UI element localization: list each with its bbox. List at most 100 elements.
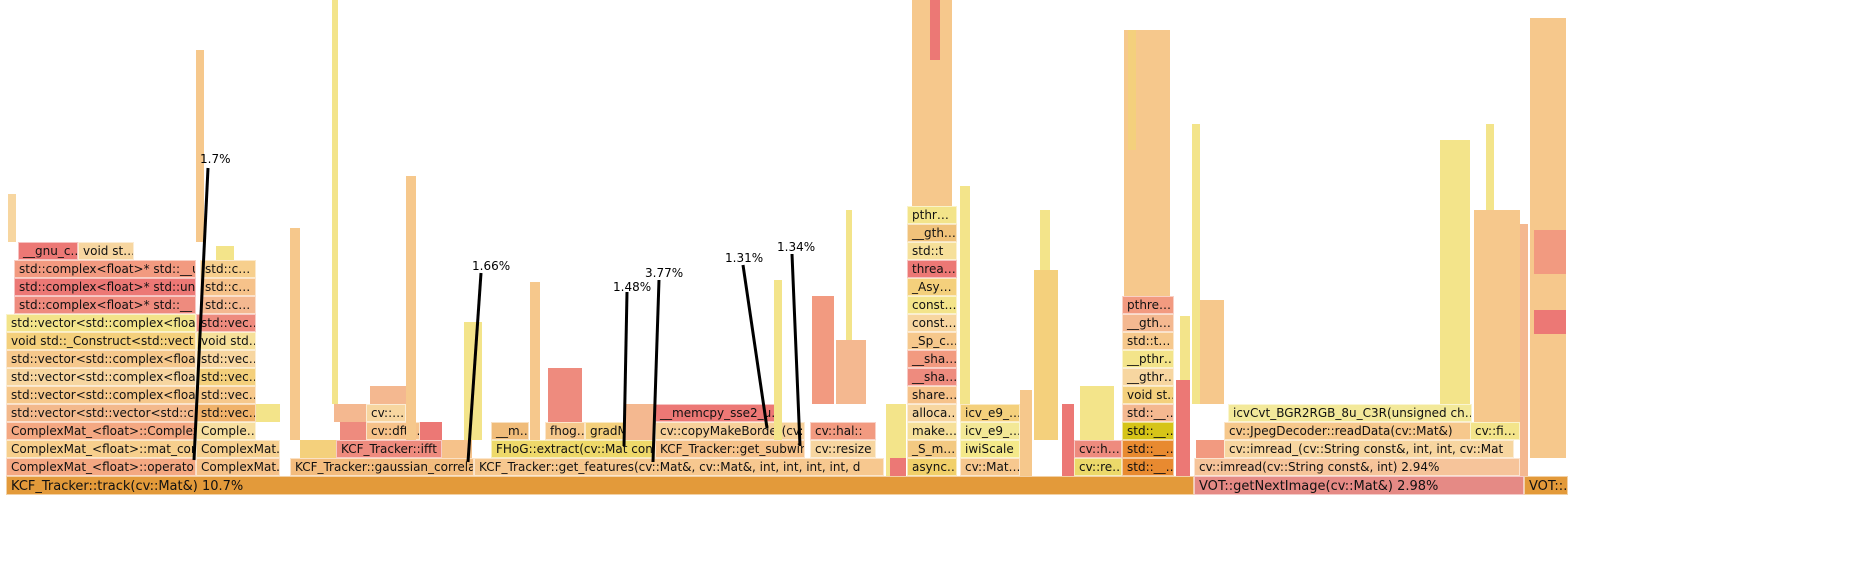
frame-async[interactable]: async…: [907, 458, 957, 476]
spike-frame: [370, 386, 406, 404]
frame-complexmat-r3b[interactable]: Comple…: [196, 422, 256, 440]
frame-gaussian-correlation[interactable]: KCF_Tracker::gaussian_correla: [290, 458, 474, 476]
frame-stdcol-0[interactable]: void st…: [1122, 386, 1174, 404]
frame-stack2-1[interactable]: std::vec…: [196, 368, 256, 386]
frame-icv-e9-r4[interactable]: icv_e9_…: [960, 404, 1020, 422]
frame-iwiscale[interactable]: iwiScale: [960, 440, 1020, 458]
annotation-label: 3.77%: [645, 266, 684, 280]
spike-frame: [836, 340, 866, 404]
frame-imread-underscore[interactable]: cv::imread_(cv::String const&, int, int,…: [1224, 440, 1514, 458]
frame-m[interactable]: __m…: [491, 422, 529, 440]
frame-std-r4[interactable]: std::__…: [1122, 404, 1174, 422]
frame-async-7[interactable]: threa…: [907, 260, 957, 278]
frame-stack-5[interactable]: std::complex<float>* std::__: [14, 296, 196, 314]
frame-complexmat-r2b[interactable]: ComplexMat…: [196, 440, 280, 458]
frame-stack2-4[interactable]: std::vec…: [196, 314, 256, 332]
frame-get-subwin[interactable]: KCF_Tracker::get_subwin: [655, 440, 805, 458]
spike-frame: [8, 194, 16, 242]
frame-fhog[interactable]: fhog…: [545, 422, 585, 440]
annotation-label: 1.34%: [777, 240, 816, 254]
frame-fhog-extract[interactable]: FHoG::extract(cv::Mat const: [491, 440, 655, 458]
spike-frame: [774, 280, 782, 440]
frame-vot-other[interactable]: VOT::…: [1524, 476, 1568, 495]
frame-async-1[interactable]: __sha…: [907, 368, 957, 386]
spike-frame: [1196, 440, 1224, 458]
spike-frame: [1486, 124, 1494, 210]
frame-complexmat-ctor[interactable]: ComplexMat_<float>::ComplexM: [6, 422, 196, 440]
frame-alloca[interactable]: alloca…: [907, 404, 957, 422]
frame-mat-const[interactable]: ComplexMat_<float>::mat_const: [6, 440, 196, 458]
spike-frame: [1062, 404, 1074, 476]
frame-async-2[interactable]: __sha…: [907, 350, 957, 368]
frame-async-6[interactable]: _Asy…: [907, 278, 957, 296]
frame-stdcol-2[interactable]: __pthr…: [1122, 350, 1174, 368]
frame-stack2-0[interactable]: std::vec…: [196, 386, 256, 404]
frame-async-3[interactable]: _Sp_c…: [907, 332, 957, 350]
frame-stack2-5[interactable]: std::c…: [200, 296, 256, 314]
spike-frame: [1040, 210, 1050, 270]
spike-frame: [290, 228, 300, 440]
spike-frame: [1020, 390, 1032, 476]
frame-stack-8[interactable]: __gnu_c…: [18, 242, 78, 260]
frame-stdcol-3[interactable]: std::t…: [1122, 332, 1174, 350]
frame-cv-fi[interactable]: cv::fi…: [1470, 422, 1520, 440]
frame-stack-4[interactable]: std::vector<std::complex<float: [6, 314, 196, 332]
frame-vot-getnextimage[interactable]: VOT::getNextImage(cv::Mat&) 2.98%: [1194, 476, 1524, 495]
frame-std-r1[interactable]: std::__…: [1122, 458, 1174, 476]
frame-stdcol-1[interactable]: __gthr…: [1122, 368, 1174, 386]
frame-complexmat-operator[interactable]: ComplexMat_<float>::operator*(: [6, 458, 196, 476]
spike-frame: [890, 458, 906, 476]
spike-frame: [625, 404, 655, 440]
frame-stdcol-5[interactable]: pthre…: [1122, 296, 1174, 314]
spike-frame: [1128, 30, 1136, 150]
frame-cv-mat[interactable]: cv::Mat…: [960, 458, 1020, 476]
frame-stack-2[interactable]: std::vector<std::complex<float: [6, 350, 196, 368]
frame-async-9[interactable]: __gth…: [907, 224, 957, 242]
frame-stack-3[interactable]: void std::_Construct<std::vect: [6, 332, 196, 350]
frame-cv-hal[interactable]: cv::hal::: [810, 422, 876, 440]
annotation-line: [192, 167, 210, 461]
frame-stack2-7[interactable]: std::c…: [200, 260, 256, 278]
frame-s-m[interactable]: _S_m…: [907, 440, 957, 458]
spike-frame: [300, 440, 336, 458]
frame-kcf-track[interactable]: KCF_Tracker::track(cv::Mat&) 10.7%: [6, 476, 1194, 495]
frame-vector-vector[interactable]: std::vector<std::vector<std::c: [6, 404, 196, 422]
frame-jpeg-readdata-r2[interactable]: cv::JpegDecoder::readData(cv::Mat&): [1224, 422, 1514, 440]
frame-memcpy[interactable]: __memcpy_sse2_u…: [655, 404, 775, 422]
frame-make[interactable]: make…: [907, 422, 957, 440]
frame-async-8[interactable]: std::t: [907, 242, 957, 260]
frame-stack-7[interactable]: std::complex<float>* std::__u: [14, 260, 196, 278]
frame-async-4[interactable]: const…: [907, 314, 957, 332]
spike-frame: [930, 0, 940, 60]
frame-async-5[interactable]: const…: [907, 296, 957, 314]
frame-stack-1[interactable]: std::vector<std::complex<float: [6, 368, 196, 386]
frame-stack-6[interactable]: std::complex<float>* std::un: [14, 278, 196, 296]
spike-frame: [1176, 380, 1190, 476]
spike-frame: [1080, 386, 1114, 440]
frame-cv-re[interactable]: cv::re…: [1074, 458, 1122, 476]
frame-icvcvt-bgr2rgb[interactable]: icvCvt_BGR2RGB_8u_C3R(unsigned ch…: [1228, 404, 1472, 422]
frame-stack2-3[interactable]: void std…: [196, 332, 256, 350]
frame-cv-h[interactable]: cv::h…: [1074, 440, 1122, 458]
frame-async-10[interactable]: pthr…: [907, 206, 957, 224]
frame-cv-r4[interactable]: cv::…: [366, 404, 406, 422]
frame-std-r2[interactable]: std::__…: [1122, 440, 1174, 458]
annotation-label: 1.66%: [472, 259, 511, 273]
frame-cv-imread[interactable]: cv::imread(cv::String const&, int) 2.94%: [1194, 458, 1520, 476]
frame-std-r3[interactable]: std::__…: [1122, 422, 1174, 440]
frame-stack-0[interactable]: std::vector<std::complex<float: [6, 386, 196, 404]
frame-stack2-6[interactable]: std::c…: [200, 278, 256, 296]
frame-cv-resize[interactable]: cv::resize: [810, 440, 876, 458]
frame-kcf-ifft[interactable]: KCF_Tracker::ifft: [336, 440, 442, 458]
annotation-label: 1.31%: [725, 251, 764, 265]
frame-stack2-2[interactable]: std::vec…: [196, 350, 256, 368]
frame-std-vec-r4[interactable]: std::vec…: [196, 404, 256, 422]
frame-complexmat-r1b[interactable]: ComplexMat…: [196, 458, 280, 476]
frame-stdcol-4[interactable]: __gth…: [1122, 314, 1174, 332]
frame-async-0[interactable]: share…: [907, 386, 957, 404]
spike-frame: [216, 246, 234, 260]
frame-stack-9[interactable]: void st…: [78, 242, 134, 260]
frame-icv-e9-r3[interactable]: icv_e9_…: [960, 422, 1020, 440]
frame-get-features[interactable]: KCF_Tracker::get_features(cv::Mat&, cv::…: [474, 458, 884, 476]
